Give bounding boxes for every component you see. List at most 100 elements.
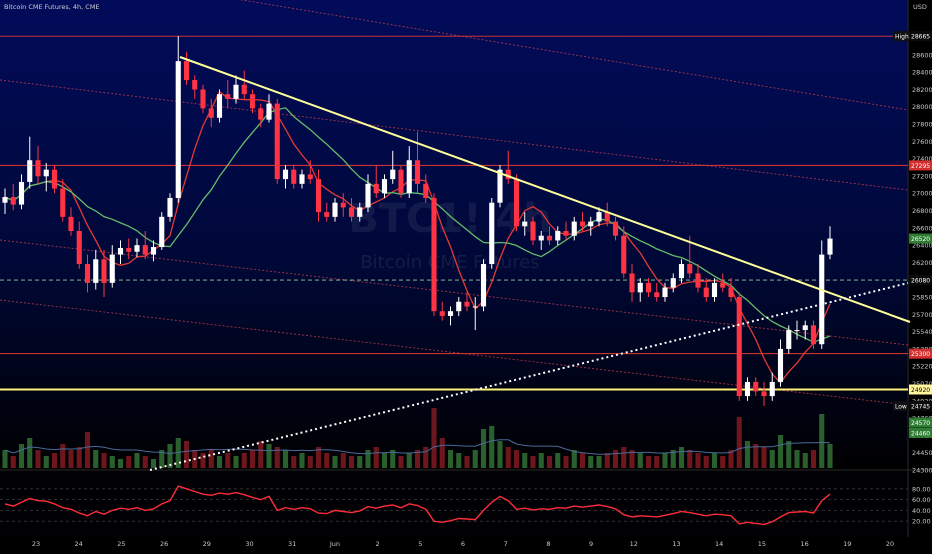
time-axis-label[interactable]: 13 (672, 540, 680, 548)
time-axis-label[interactable]: 7 (504, 540, 508, 548)
time-axis-label[interactable]: 12 (630, 540, 638, 548)
candle[interactable] (447, 306, 454, 326)
candle[interactable] (307, 160, 313, 184)
candle[interactable] (439, 301, 445, 321)
candle[interactable] (357, 202, 363, 222)
candle[interactable] (612, 216, 619, 241)
candle[interactable] (324, 202, 330, 222)
candle[interactable] (35, 146, 41, 184)
candle[interactable] (274, 98, 280, 184)
price-axis-tick[interactable]: 27000 (912, 190, 932, 198)
candle[interactable] (10, 183, 16, 211)
candle[interactable] (703, 278, 709, 302)
time-axis-label[interactable]: 23 (32, 540, 40, 548)
time-axis[interactable]: 23 24 25 26 29 30 31 Jun 2 5 6 7 8 9 12 13 14 15 16 19 20 (32, 540, 894, 548)
candle[interactable] (621, 226, 627, 279)
time-axis-label[interactable]: 20 (886, 540, 894, 548)
time-axis-label[interactable]: 6 (461, 540, 465, 548)
candle[interactable] (827, 226, 833, 260)
candle[interactable] (200, 84, 206, 114)
time-axis-label[interactable]: 26 (160, 540, 168, 548)
candle[interactable] (480, 259, 487, 312)
candle[interactable] (489, 197, 495, 269)
time-axis-label[interactable]: 24 (75, 540, 83, 548)
candle[interactable] (720, 273, 726, 293)
candle[interactable] (373, 164, 379, 198)
candle[interactable] (398, 164, 404, 198)
price-axis-tick[interactable]: 27400 (912, 155, 932, 163)
candle[interactable] (761, 381, 767, 407)
candle[interactable] (695, 264, 701, 293)
price-axis[interactable]: 80.0060.0040.0020.0028800286002840028200… (912, 34, 932, 526)
candle[interactable] (208, 98, 214, 128)
candle[interactable] (51, 164, 58, 194)
price-axis-tick[interactable]: 25700 (912, 311, 932, 319)
time-axis-label[interactable]: 19 (843, 540, 851, 548)
candle[interactable] (522, 212, 528, 236)
candle[interactable] (786, 325, 792, 354)
candle[interactable] (497, 164, 503, 208)
candle[interactable] (728, 278, 734, 302)
candle[interactable] (142, 231, 148, 260)
candle[interactable] (736, 292, 742, 401)
price-axis-tick[interactable]: 25540 (912, 328, 932, 336)
candle[interactable] (117, 240, 124, 265)
price-axis-tick[interactable]: 25070 (912, 380, 932, 388)
candle[interactable] (175, 36, 181, 203)
candle[interactable] (546, 226, 553, 246)
candle[interactable] (68, 207, 74, 236)
candle[interactable] (258, 103, 264, 128)
price-axis-tick[interactable]: 28000 (912, 103, 932, 111)
candle[interactable] (27, 136, 33, 189)
candle[interactable] (93, 249, 99, 290)
candle[interactable] (192, 75, 198, 99)
candle[interactable] (390, 150, 396, 184)
candle[interactable] (555, 226, 561, 246)
time-axis-label[interactable]: 29 (203, 540, 211, 548)
candle[interactable] (777, 339, 784, 387)
candle[interactable] (464, 292, 470, 312)
candle[interactable] (241, 70, 247, 99)
candle[interactable] (84, 254, 91, 293)
candle[interactable] (794, 320, 800, 340)
price-axis-tick[interactable]: 28400 (912, 69, 932, 77)
candle[interactable] (678, 259, 685, 283)
price-axis-tick[interactable]: 27200 (912, 172, 932, 180)
candle[interactable] (233, 75, 239, 104)
ascending-trendline[interactable] (149, 282, 909, 471)
descending-trendline[interactable] (179, 56, 911, 323)
symbol-header[interactable]: Bitcoin CME Futures, 4h, CME (4, 3, 100, 11)
time-axis-label[interactable]: 14 (715, 540, 723, 548)
candle[interactable] (282, 164, 289, 189)
candle[interactable] (315, 169, 322, 222)
price-axis-tick[interactable]: 25220 (912, 363, 932, 371)
candle[interactable] (769, 372, 775, 401)
candle[interactable] (662, 282, 668, 302)
price-axis-tick[interactable]: 28600 (912, 51, 932, 59)
time-axis-label[interactable]: 2 (376, 540, 380, 548)
candle[interactable] (365, 174, 371, 213)
candle[interactable] (637, 278, 643, 302)
candle[interactable] (810, 320, 817, 349)
time-axis-label[interactable]: 5 (418, 540, 422, 548)
candle[interactable] (299, 169, 305, 189)
candlesticks[interactable] (2, 36, 833, 407)
candle[interactable] (456, 297, 462, 316)
candle[interactable] (101, 249, 107, 298)
candle[interactable] (126, 238, 132, 260)
price-axis-tick[interactable]: 24300 (912, 467, 932, 475)
candle[interactable] (348, 197, 355, 222)
candle[interactable] (596, 207, 602, 227)
candle[interactable] (150, 240, 157, 262)
time-axis-label[interactable]: 8 (546, 540, 550, 548)
time-axis-label[interactable]: 16 (800, 540, 808, 548)
candle[interactable] (472, 297, 478, 331)
candle[interactable] (431, 193, 437, 316)
price-axis-tick[interactable]: 28200 (912, 86, 932, 94)
candle[interactable] (332, 197, 338, 222)
candle[interactable] (513, 174, 520, 231)
candle[interactable] (381, 174, 388, 198)
candle[interactable] (134, 238, 140, 258)
candle[interactable] (588, 216, 594, 236)
